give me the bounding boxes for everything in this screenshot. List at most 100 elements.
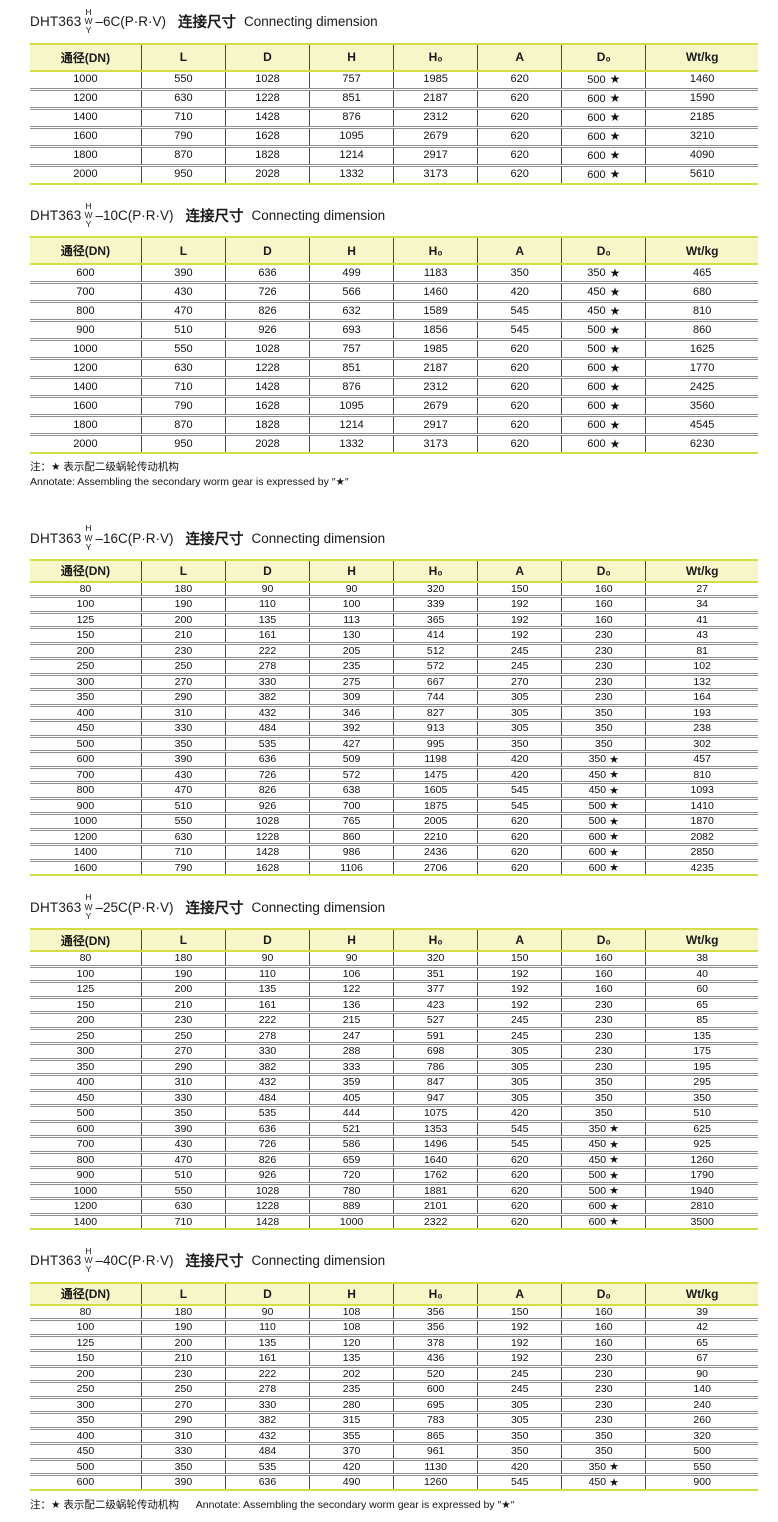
table-cell: 512 xyxy=(393,643,478,659)
table-cell: 826 xyxy=(224,301,310,321)
table-body: 80 180 90 108 356 150 160 39 100 190 110 108 356 192 1… xyxy=(30,1304,758,1490)
column-header: D₀ xyxy=(561,558,646,583)
table-cell: 423 xyxy=(393,997,478,1013)
table-row: 1000 550 1028 757 1985 620 500 ★ 1460 xyxy=(30,70,758,90)
table-row: 600 390 636 521 1353 545 350 ★ 625 xyxy=(30,1121,758,1137)
table-cell: 620 xyxy=(477,1167,562,1183)
table-cell: 350 xyxy=(76,691,95,704)
table-cell: 1200 xyxy=(73,830,98,843)
table-cell: 310 xyxy=(140,705,226,721)
table-cell: 1228 xyxy=(224,89,310,109)
column-header: H₀ xyxy=(393,928,478,952)
table-cell: 6230 xyxy=(645,434,758,454)
table-cell: 700 xyxy=(309,798,394,814)
table-cell: 192 xyxy=(477,596,562,613)
secondary-worm-gear-star-icon: ★ xyxy=(609,1123,619,1135)
table-row: 1000 550 1028 765 2005 620 500 ★ 1870 xyxy=(30,813,758,830)
table-cell: 230 xyxy=(561,1043,646,1059)
table-cell: 102 xyxy=(645,658,758,675)
table-cell: 350 xyxy=(76,1060,95,1073)
table-cell: 926 xyxy=(224,1167,310,1183)
table-cell: 300 xyxy=(76,1045,95,1057)
title-cn: 连接尺寸 xyxy=(178,15,237,32)
table-cell: 305 xyxy=(477,1397,562,1413)
table-cell: 720 xyxy=(309,1167,394,1183)
table-cell: 638 xyxy=(309,782,394,799)
table-cell: 1183 xyxy=(393,264,478,283)
table-cell: 1790 xyxy=(645,1167,758,1183)
table-cell: 620 xyxy=(477,396,562,416)
table-cell: 350 ★ xyxy=(561,264,646,283)
table-cell: 238 xyxy=(645,720,758,737)
table-cell: 600 xyxy=(76,1122,95,1135)
table-cell: 620 xyxy=(477,1198,562,1214)
table-cell: 190 xyxy=(140,596,226,613)
table-cell: 1428 xyxy=(224,844,310,861)
table-row: 150 210 161 130 414 192 230 43 xyxy=(30,627,758,644)
table-cell: 1228 xyxy=(224,358,310,378)
table-row: 400 310 432 359 847 305 350 295 xyxy=(30,1074,758,1090)
table-cell: 700 xyxy=(76,768,95,781)
table-cell: 620 xyxy=(477,860,562,876)
table-cell: 444 xyxy=(309,1105,394,1121)
table-cell: 305 xyxy=(477,1074,562,1090)
table-cell: 278 xyxy=(224,658,310,675)
table-row: 1600 790 1628 1095 2679 620 600 ★ 3210 xyxy=(30,127,758,147)
table-cell: 826 xyxy=(224,782,310,799)
table-cell: 851 xyxy=(309,358,394,378)
table-cell: 350 xyxy=(561,1428,646,1444)
table-cell: 757 xyxy=(309,339,394,359)
table-cell: 135 xyxy=(224,1335,310,1351)
table-cell: 572 xyxy=(393,658,478,675)
variant-top: H xyxy=(85,200,92,211)
table-cell: 305 xyxy=(477,720,562,737)
table-cell: 310 xyxy=(140,1074,226,1090)
table-title-40c: DHT363 H W Y –40C(P·R·V) 连接尺寸 Connecting… xyxy=(30,1246,758,1275)
table-cell: 1200 xyxy=(73,361,98,374)
table-cell: 350 xyxy=(561,1074,646,1090)
table-row: 1400 710 1428 1000 2322 620 600 ★ 3500 xyxy=(30,1214,758,1229)
table-cell: 572 xyxy=(309,767,394,783)
table-cell: 500 xyxy=(76,1107,95,1119)
table-cell: 350 xyxy=(477,1428,562,1444)
table-cell: 330 xyxy=(140,1090,226,1106)
table-cell: 726 xyxy=(224,282,310,302)
table-cell: 1214 xyxy=(309,415,394,435)
table-cell: 150 xyxy=(76,998,95,1011)
table-row: 400 310 432 346 827 305 350 193 xyxy=(30,705,758,721)
table-cell: 100 xyxy=(76,1321,95,1334)
column-header: L xyxy=(140,236,226,266)
secondary-worm-gear-star-icon: ★ xyxy=(609,398,621,413)
table-cell: 250 xyxy=(76,660,95,673)
table-cell: 250 xyxy=(140,1028,226,1044)
table-cell: 1106 xyxy=(309,860,394,876)
table-cell: 230 xyxy=(140,643,226,659)
table-cell: 160 xyxy=(561,581,646,597)
table-cell: 420 xyxy=(477,1459,562,1475)
table-cell: 270 xyxy=(477,674,562,690)
table-cell: 810 xyxy=(645,767,758,783)
table-title-16c: DHT363 H W Y –16C(P·R·V) 连接尺寸 Connecting… xyxy=(30,524,758,552)
table-cell: 710 xyxy=(140,377,226,397)
table-row: 500 350 535 444 1075 420 350 510 xyxy=(30,1105,758,1121)
table-cell: 620 xyxy=(477,89,562,109)
variant-bottom: Y xyxy=(85,910,92,921)
worm-gear-note: 注：★ 表示配二级蜗轮传动机构 Annotate: Assembling the… xyxy=(30,460,758,490)
table-cell: 1000 xyxy=(73,342,98,355)
table-cell: 1600 xyxy=(73,399,98,412)
table-cell: 900 xyxy=(76,323,95,336)
table-row: 300 270 330 275 667 270 230 132 xyxy=(30,674,758,690)
table-row: 800 470 826 638 1605 545 450 ★ 1093 xyxy=(30,782,758,799)
table-cell: 636 xyxy=(224,1474,310,1490)
table-cell: 2082 xyxy=(645,829,758,845)
table-cell: 600 ★ xyxy=(561,860,646,876)
table-cell: 140 xyxy=(645,1381,758,1398)
table-cell: 305 xyxy=(477,705,562,721)
table-row: 250 250 278 235 600 245 230 140 xyxy=(30,1381,758,1398)
table-cell: 1028 xyxy=(224,813,310,830)
header-row: 通径(DN) L D H H₀ A D₀ Wt/kg xyxy=(30,42,758,72)
table-cell: 1628 xyxy=(224,396,310,416)
table-cell: 180 xyxy=(140,951,226,966)
table-cell: 1400 xyxy=(73,380,98,393)
secondary-worm-gear-star-icon: ★ xyxy=(609,1169,619,1182)
